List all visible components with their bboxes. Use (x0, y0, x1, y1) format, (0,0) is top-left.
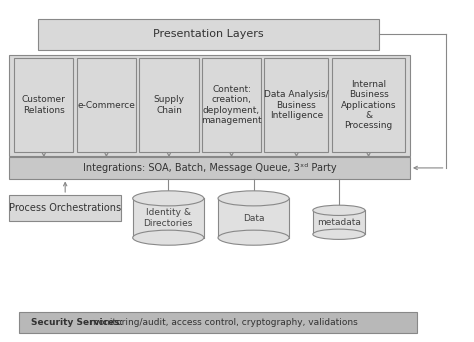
Text: Data: Data (243, 213, 264, 223)
Ellipse shape (218, 230, 289, 245)
FancyBboxPatch shape (9, 55, 410, 156)
Ellipse shape (218, 191, 289, 206)
Text: monitoring/audit, access control, cryptography, validations: monitoring/audit, access control, crypto… (87, 318, 357, 327)
Ellipse shape (133, 191, 204, 206)
FancyBboxPatch shape (14, 58, 73, 152)
FancyBboxPatch shape (77, 58, 136, 152)
FancyBboxPatch shape (139, 58, 199, 152)
FancyBboxPatch shape (332, 58, 405, 152)
FancyBboxPatch shape (202, 58, 261, 152)
Text: Content:
creation,
deployment,
management: Content: creation, deployment, managemen… (201, 85, 262, 125)
Text: e-Commerce: e-Commerce (77, 101, 136, 110)
Polygon shape (218, 198, 289, 238)
Text: Process Orchestrations: Process Orchestrations (9, 203, 121, 213)
Text: Supply
Chain: Supply Chain (154, 95, 184, 115)
Text: metadata: metadata (317, 218, 361, 227)
Text: Identity &
Directories: Identity & Directories (144, 208, 193, 228)
FancyBboxPatch shape (9, 195, 121, 221)
Ellipse shape (313, 205, 365, 215)
Ellipse shape (313, 229, 365, 239)
FancyBboxPatch shape (19, 312, 417, 333)
Text: Presentation Layers: Presentation Layers (153, 29, 264, 39)
FancyBboxPatch shape (38, 19, 379, 50)
Text: Customer
Relations: Customer Relations (22, 95, 66, 115)
Text: Data Analysis/
Business
Intelligence: Data Analysis/ Business Intelligence (264, 90, 329, 120)
Text: Internal
Business
Applications
&
Processing: Internal Business Applications & Process… (341, 80, 396, 130)
FancyBboxPatch shape (264, 58, 328, 152)
FancyBboxPatch shape (9, 157, 410, 179)
Text: Integrations: SOA, Batch, Message Queue, 3ˣᵈ Party: Integrations: SOA, Batch, Message Queue,… (83, 163, 337, 173)
Polygon shape (133, 198, 204, 238)
Ellipse shape (133, 230, 204, 245)
Polygon shape (313, 210, 365, 234)
Text: Security Services:: Security Services: (31, 318, 123, 327)
